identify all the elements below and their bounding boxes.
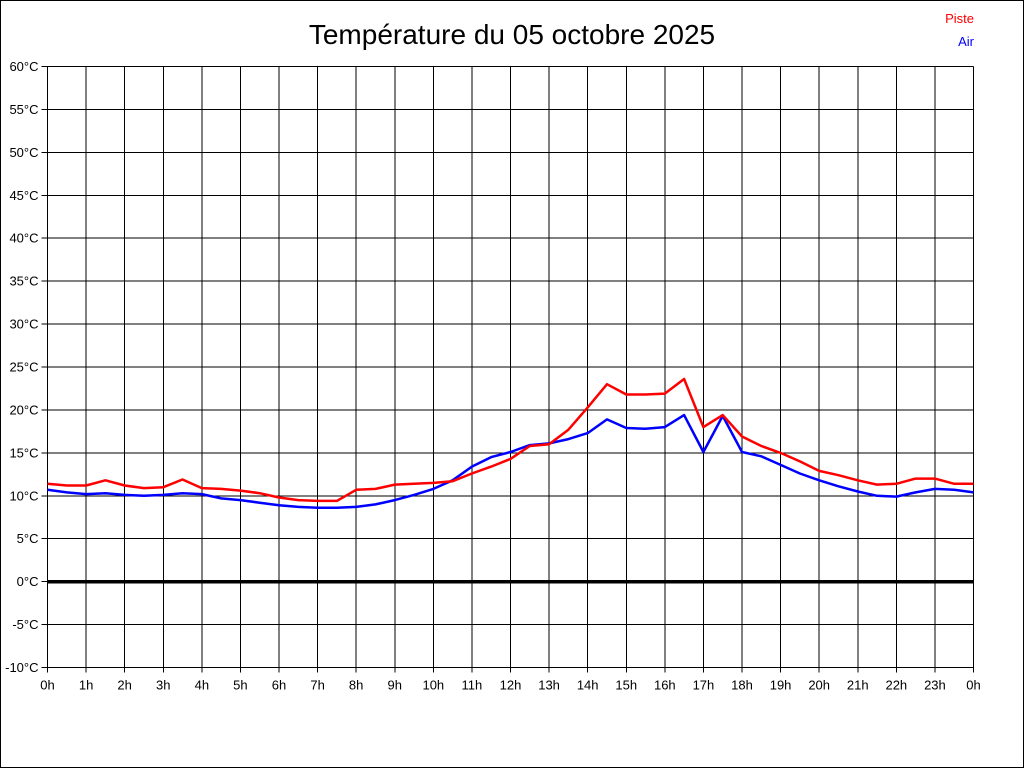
svg-text:14h: 14h xyxy=(577,678,599,693)
svg-text:25°C: 25°C xyxy=(9,360,38,375)
svg-text:1h: 1h xyxy=(79,678,93,693)
svg-text:35°C: 35°C xyxy=(9,274,38,289)
svg-text:40°C: 40°C xyxy=(9,231,38,246)
legend-item-air: Air xyxy=(958,34,974,49)
svg-text:10°C: 10°C xyxy=(9,488,38,503)
svg-text:19h: 19h xyxy=(770,678,792,693)
chart-title: Température du 05 octobre 2025 xyxy=(308,19,716,50)
svg-text:16h: 16h xyxy=(654,678,676,693)
svg-text:45°C: 45°C xyxy=(9,188,38,203)
chart-legend: Piste Air xyxy=(945,12,974,58)
svg-text:-10°C: -10°C xyxy=(5,660,38,675)
svg-text:60°C: 60°C xyxy=(9,59,38,74)
svg-text:21h: 21h xyxy=(847,678,869,693)
legend-item-piste: Piste xyxy=(945,11,974,26)
svg-text:5h: 5h xyxy=(233,678,247,693)
svg-text:9h: 9h xyxy=(388,678,402,693)
svg-text:0h: 0h xyxy=(40,678,54,693)
svg-text:0h: 0h xyxy=(966,678,980,693)
svg-text:30°C: 30°C xyxy=(9,317,38,332)
svg-text:23h: 23h xyxy=(924,678,946,693)
svg-text:10h: 10h xyxy=(422,678,444,693)
svg-text:13h: 13h xyxy=(538,678,560,693)
svg-text:6h: 6h xyxy=(272,678,286,693)
svg-text:-5°C: -5°C xyxy=(12,617,38,632)
svg-text:0°C: 0°C xyxy=(17,574,39,589)
svg-text:22h: 22h xyxy=(885,678,907,693)
svg-text:11h: 11h xyxy=(462,678,483,693)
svg-text:20h: 20h xyxy=(808,678,830,693)
svg-text:2h: 2h xyxy=(117,678,131,693)
svg-text:17h: 17h xyxy=(693,678,715,693)
svg-text:18h: 18h xyxy=(731,678,753,693)
svg-text:3h: 3h xyxy=(156,678,170,693)
svg-text:55°C: 55°C xyxy=(9,102,38,117)
svg-text:7h: 7h xyxy=(310,678,324,693)
svg-text:15°C: 15°C xyxy=(9,445,38,460)
svg-text:8h: 8h xyxy=(349,678,363,693)
svg-text:20°C: 20°C xyxy=(9,402,38,417)
svg-text:4h: 4h xyxy=(195,678,209,693)
svg-text:12h: 12h xyxy=(500,678,522,693)
svg-text:50°C: 50°C xyxy=(9,145,38,160)
svg-text:5°C: 5°C xyxy=(17,531,39,546)
svg-text:15h: 15h xyxy=(615,678,637,693)
